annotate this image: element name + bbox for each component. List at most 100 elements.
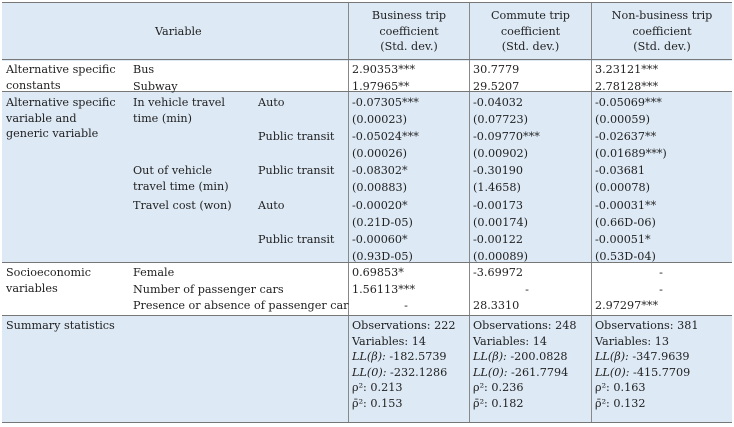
column-divider	[591, 2, 592, 423]
header-nonbusiness: Non-business trip coefficient (Std. dev.…	[592, 8, 732, 55]
summary-ll0: LL(0): -261.7794	[473, 365, 576, 381]
summary-rho: ρ²: 0.213	[352, 380, 455, 396]
header-commute-line: (Std. dev.)	[501, 40, 560, 54]
rho-value: 0.236	[491, 381, 524, 395]
group-rule	[2, 315, 732, 316]
value-ivtt-pt-nonbusiness: -0.02637**	[595, 130, 657, 143]
rhobar-label: ρ̄²:	[473, 396, 488, 410]
summary-rho: ρ²: 0.163	[595, 380, 698, 396]
group-rule	[2, 262, 732, 263]
header-variable: Variable	[155, 25, 202, 38]
mode-ovtt-pt: Public transit	[258, 164, 335, 177]
value-bus-nonbusiness: 3.23121***	[595, 63, 659, 76]
value-ovtt-pt-sd-business: (0.00883)	[352, 181, 407, 194]
summary-rhobar: ρ̄²: 0.132	[595, 396, 698, 412]
summary-obs: Observations: 381	[595, 319, 699, 332]
summary-rho: ρ²: 0.236	[473, 380, 576, 396]
header-rule	[2, 59, 732, 60]
summary-vars: Variables: 14	[352, 334, 426, 348]
header-commute-line: Commute trip	[491, 9, 570, 22]
header-nonbusiness-line: Non-business trip	[611, 9, 713, 22]
header-nonbusiness-line: (Std. dev.)	[633, 40, 691, 54]
summary-ll0: LL(0): -232.1286	[352, 365, 455, 381]
top-rule	[2, 2, 732, 3]
value-ivtt-auto-sd-business: (0.00023)	[352, 113, 407, 126]
rhobar-value: 0.132	[613, 396, 646, 410]
value-ivtt-auto-nonbusiness: -0.05069***	[595, 96, 662, 109]
summary-llb: LL(β): -200.0828	[473, 349, 576, 365]
summary-business: Observations: 222 Variables: 14 LL(β): -…	[352, 318, 455, 412]
group-asv-line: variable and	[6, 111, 77, 125]
header-business: Business trip coefficient (Std. dev.)	[349, 8, 469, 55]
value-bus-commute: 30.7779	[473, 63, 520, 76]
value-ovtt-pt-nonbusiness: -0.03681	[595, 164, 646, 177]
value-cost-auto-nonbusiness: -0.00031**	[595, 199, 657, 212]
value-cost-pt-nonbusiness: -0.00051*	[595, 233, 651, 246]
header-business-line: (Std. dev.)	[380, 40, 438, 54]
rhobar-value: 0.182	[491, 396, 524, 410]
value-ivtt-auto-sd-nonbusiness: (0.00059)	[595, 113, 650, 126]
var-ivtt: In vehicle travel time (min)	[133, 95, 225, 126]
value-cost-auto-sd-nonbusiness: (0.66D-06)	[595, 216, 656, 229]
summary-nonbusiness: Observations: 381 Variables: 13 LL(β): -…	[595, 318, 698, 412]
summary-vars: Variables: 14	[473, 334, 547, 348]
rho-value: 0.213	[370, 381, 403, 395]
value-subway-nonbusiness: 2.78128***	[595, 80, 659, 93]
group-socio-line: Socioeconomic	[6, 266, 91, 279]
var-ovtt-line: Out of vehicle	[133, 164, 213, 177]
value-female-commute: -3.69972	[473, 266, 524, 279]
value-cost-auto-commute: -0.00173	[473, 199, 524, 212]
header-business-line: Business trip	[371, 9, 447, 22]
value-pcar-commute: 28.3310	[473, 299, 520, 312]
mode-cost-pt: Public transit	[258, 233, 335, 246]
summary-obs: Observations: 248	[473, 319, 577, 332]
rhobar-value: 0.153	[370, 396, 403, 410]
value-cost-pt-commute: -0.00122	[473, 233, 524, 246]
group-asv-label: Alternative specific variable and generi…	[6, 95, 116, 142]
value-cost-pt-sd-nonbusiness: (0.53D-04)	[595, 250, 656, 263]
value-ivtt-pt-commute: -0.09770***	[473, 130, 540, 143]
var-cost: Travel cost (won)	[133, 199, 232, 212]
var-ovtt: Out of vehicle travel time (min)	[133, 163, 229, 194]
mode-cost-auto: Auto	[258, 199, 285, 212]
group-socio-label: Socioeconomic variables	[6, 265, 91, 296]
summary-vars: Variables: 13	[595, 334, 669, 348]
row-band-asc	[2, 2, 732, 61]
summary-llb: LL(β): -347.9639	[595, 349, 698, 365]
value-ivtt-pt-business: -0.05024***	[352, 130, 419, 143]
value-ovtt-pt-commute: -0.30190	[473, 164, 524, 177]
value-ivtt-auto-commute: -0.04032	[473, 96, 524, 109]
value-ncars-business: 1.56113***	[352, 283, 416, 296]
summary-commute: Observations: 248 Variables: 14 LL(β): -…	[473, 318, 576, 412]
var-ncars: Number of passenger cars	[133, 283, 284, 296]
ll0-value: -415.7709	[633, 365, 691, 379]
ll0-label: LL(0):	[352, 365, 387, 379]
value-ivtt-pt-sd-commute: (0.00902)	[473, 147, 528, 160]
value-female-business: 0.69853*	[352, 266, 404, 279]
rho-value: 0.163	[613, 381, 646, 395]
header-nonbusiness-line: coefficient	[632, 24, 692, 38]
mode-ivtt-auto: Auto	[258, 96, 285, 109]
rho-label: ρ²:	[352, 381, 367, 395]
value-cost-pt-sd-business: (0.93D-05)	[352, 250, 413, 263]
value-ncars-nonbusiness: -	[659, 283, 663, 296]
value-ivtt-auto-sd-commute: (0.07723)	[473, 113, 528, 126]
header-commute: Commute trip coefficient (Std. dev.)	[470, 8, 591, 55]
rhobar-label: ρ̄²:	[595, 396, 610, 410]
rhobar-label: ρ̄²:	[352, 396, 367, 410]
value-cost-pt-business: -0.00060*	[352, 233, 408, 246]
value-pcar-business: -	[404, 299, 408, 312]
row-band-asv	[2, 91, 732, 262]
value-pcar-nonbusiness: 2.97297***	[595, 299, 659, 312]
value-cost-auto-sd-commute: (0.00174)	[473, 216, 528, 229]
ll0-label: LL(0):	[595, 365, 630, 379]
summary-obs: Observations: 222	[352, 319, 456, 332]
group-asc-line: constants	[6, 78, 61, 92]
llb-label: LL(β):	[595, 350, 629, 364]
ll0-value: -261.7794	[511, 365, 569, 379]
value-ivtt-pt-sd-business: (0.00026)	[352, 147, 407, 160]
llb-label: LL(β):	[473, 350, 507, 364]
group-asc-label: Alternative specific constants	[6, 62, 116, 93]
rho-label: ρ²:	[473, 381, 488, 395]
value-cost-pt-sd-commute: (0.00089)	[473, 250, 528, 263]
